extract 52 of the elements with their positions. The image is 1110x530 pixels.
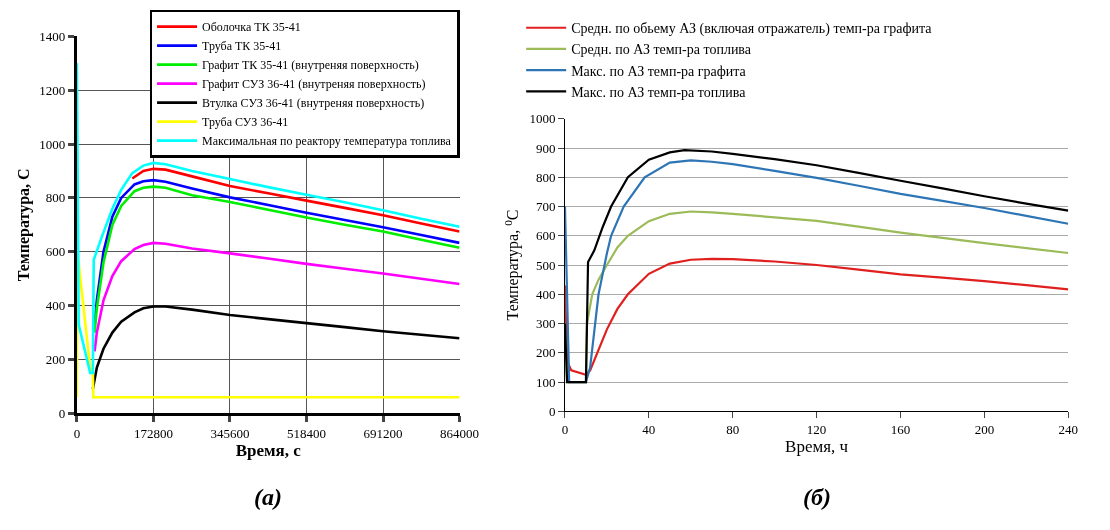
y-tick-label: 0	[58, 405, 66, 421]
line-series	[76, 61, 460, 375]
y-tick-label: 800	[535, 169, 556, 185]
x-tick-label: 0	[73, 425, 81, 441]
y-tick-label: 700	[535, 199, 556, 215]
y-tick-label: 500	[535, 257, 556, 273]
y-tick-label: 600	[45, 244, 66, 260]
line-series	[564, 257, 1069, 376]
y-tick-label: 100	[535, 374, 556, 390]
x-tick-label: 518400	[286, 425, 326, 441]
y-tick-label: 0	[548, 403, 556, 419]
x-tick-label: 172800	[133, 425, 173, 441]
line-series	[93, 241, 460, 353]
x-tick-label: 691200	[363, 425, 403, 441]
x-axis-title: Время, ч	[785, 437, 849, 457]
legend-label: Втулка СУЗ 36-41 (внутреняя поверхность)	[202, 96, 425, 111]
line-series	[130, 167, 460, 233]
x-tick-label: 0	[561, 421, 569, 437]
x-tick-label: 40	[642, 421, 656, 437]
y-tick-label: 900	[535, 140, 556, 156]
legend-label: Оболочка ТК 35-41	[202, 20, 301, 35]
x-tick-label: 120	[806, 421, 827, 437]
x-tick-label: 80	[726, 421, 740, 437]
y-tick-label: 600	[535, 228, 556, 244]
text: (б)	[803, 484, 831, 510]
text: (а)	[254, 484, 282, 510]
y-tick-label: 400	[45, 298, 66, 314]
legend-label: Средн. по АЗ темп-ра топлива	[571, 42, 752, 58]
legend-label: Средн. по обьему АЗ (включая отражатель) темп-ра графита	[571, 21, 933, 38]
legend-label: Макс. по АЗ темп-ра топлива	[571, 84, 747, 100]
x-tick-label: 160	[890, 421, 911, 437]
y-tick-label: 1000	[39, 136, 66, 152]
x-tick-label: 240	[1058, 421, 1079, 437]
legend-label: Графит ТК 35-41 (внутреняя поверхность)	[202, 58, 419, 73]
y-tick-label: 200	[45, 352, 66, 368]
legend-label: Максимальная по реактору температура топлива	[202, 134, 452, 149]
legend-label: Макс. по АЗ темп-ра графита	[571, 63, 747, 79]
y-tick-label: 1200	[39, 82, 66, 98]
y-axis-title: Температура, С	[15, 168, 34, 282]
x-tick-label: 864000	[440, 425, 480, 441]
legend-label: Графит СУЗ 36-41 (внутреняя поверхность)	[202, 77, 426, 92]
y-tick-label: 300	[535, 316, 556, 332]
y-tick-label: 1400	[39, 28, 66, 44]
y-tick-label: 400	[535, 286, 556, 302]
legend-label: Труба ТК 35-41	[202, 39, 282, 54]
x-tick-label: 200	[974, 421, 995, 437]
y-tick-label: 800	[45, 190, 66, 206]
legend-label: Труба СУЗ 36-41	[202, 115, 289, 130]
y-tick-label: 1000	[529, 111, 556, 127]
x-axis-title: Время, с	[235, 440, 302, 460]
x-tick-label: 345600	[210, 425, 250, 441]
y-tick-label: 200	[535, 345, 556, 361]
